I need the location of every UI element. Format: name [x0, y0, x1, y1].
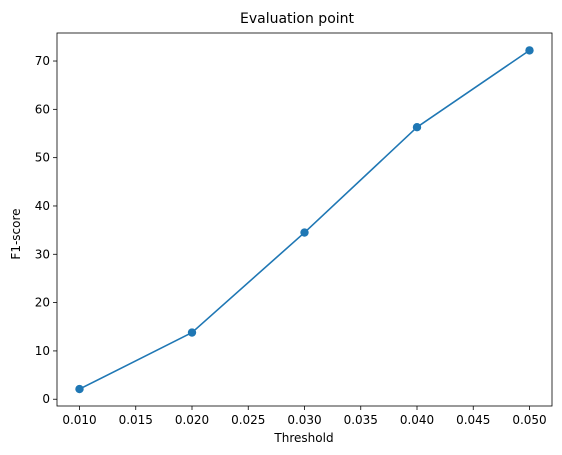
x-tick-label: 0.030: [287, 413, 321, 427]
y-tick-label: 50: [35, 151, 50, 165]
data-point: [412, 123, 422, 132]
x-tick-label: 0.040: [400, 413, 434, 427]
x-tick-label: 0.010: [62, 413, 96, 427]
chart-title: Evaluation point: [240, 11, 355, 27]
y-tick-label: 20: [35, 296, 50, 310]
y-tick-label: 40: [35, 199, 50, 213]
x-tick-label: 0.025: [231, 413, 265, 427]
x-tick-label: 0.015: [119, 413, 153, 427]
plot-area: 0.010 0.015 0.020 0.025 0.030 0.035 0.040 0.045…: [35, 32, 553, 427]
x-tick-label: 0.050: [512, 413, 546, 427]
y-tick-label: 30: [35, 247, 50, 261]
data-point: [525, 46, 534, 55]
x-tick-label: 0.045: [456, 413, 490, 427]
plot-frame: [56, 32, 553, 407]
data-point: [75, 384, 84, 394]
x-tick-label: 0.035: [344, 413, 378, 427]
y-tick-label: 70: [35, 54, 50, 68]
y-axis-label: F1-score: [9, 208, 23, 259]
series-line: [79, 49, 530, 390]
y-tick-label: 10: [35, 344, 50, 358]
y-tick-label: 60: [35, 102, 50, 116]
x-axis-label: Threshold: [273, 431, 333, 445]
x-tick-label: 0.020: [175, 413, 209, 427]
data-point: [187, 328, 197, 337]
data-point: [300, 228, 309, 237]
y-tick-label: 0: [42, 392, 50, 406]
